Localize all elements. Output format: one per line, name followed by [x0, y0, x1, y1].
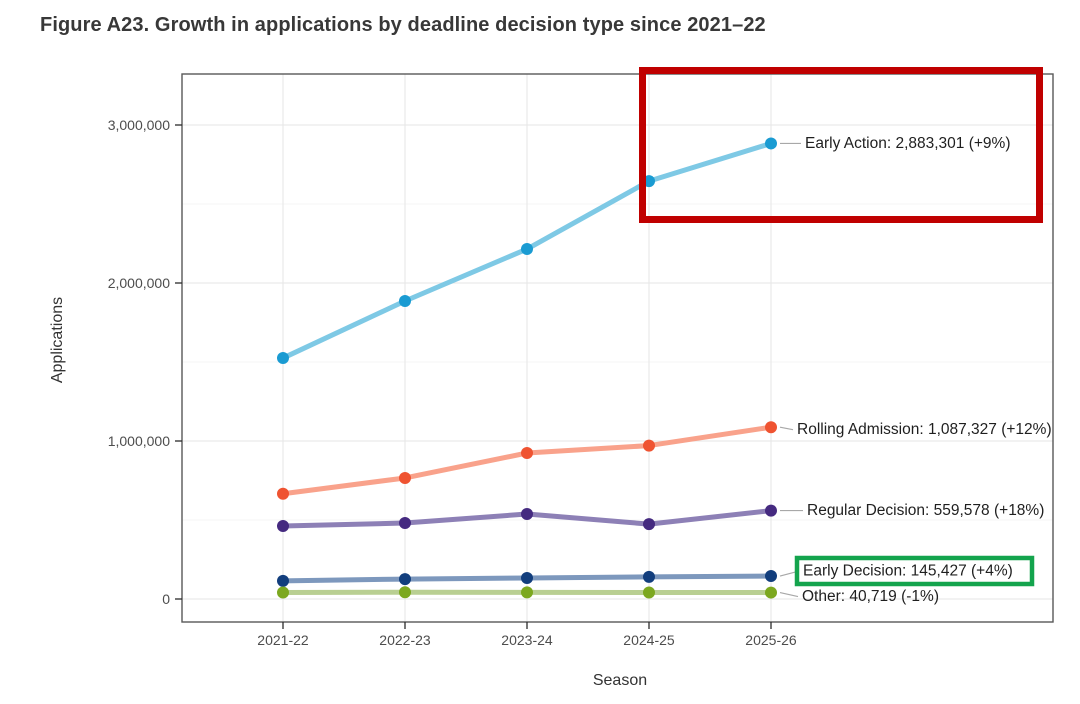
x-axis-title: Season	[593, 672, 647, 689]
series-marker-rolling-admission	[277, 487, 289, 500]
x-tick-label: 2023-24	[501, 632, 553, 648]
green-highlight-box	[794, 555, 1035, 587]
series-marker-early-decision	[643, 570, 655, 583]
y-axis-title: Applications	[49, 297, 66, 383]
label-leader-line	[779, 426, 794, 431]
chart-plot-area: 0 1,000,000 2,000,000 3,000,000 2021-22 2022-…	[108, 73, 1054, 648]
series-marker-early-decision	[765, 570, 777, 583]
x-tick-label: 2024-25	[623, 632, 675, 648]
series-marker-rolling-admission	[521, 447, 533, 460]
series-marker-other	[643, 586, 655, 599]
red-highlight-box	[639, 67, 1043, 223]
series-end-label-early-decision: Early Decision: 145,427 (+4%)	[803, 563, 1013, 580]
series-marker-early-action	[277, 352, 289, 365]
series-marker-early-action	[521, 243, 533, 256]
series-end-label-regular-decision: Regular Decision: 559,578 (+18%)	[807, 502, 1044, 519]
x-tick-label: 2025-26	[745, 632, 797, 648]
series-marker-other	[399, 586, 411, 599]
series-marker-regular-decision	[277, 520, 289, 533]
series-marker-early-decision	[399, 573, 411, 586]
series-end-label-other: Other: 40,719 (-1%)	[802, 588, 939, 605]
x-tick-label: 2022-23	[379, 632, 431, 648]
label-leader-line	[779, 591, 799, 598]
series-marker-regular-decision	[643, 518, 655, 531]
y-tick-label: 3,000,000	[108, 117, 170, 133]
series-marker-rolling-admission	[765, 421, 777, 434]
series-marker-early-action	[765, 137, 777, 150]
series-marker-regular-decision	[399, 517, 411, 530]
x-tick-label: 2021-22	[257, 632, 309, 648]
series-marker-rolling-admission	[399, 471, 411, 484]
series-marker-regular-decision	[765, 504, 777, 517]
series-end-label-early-action: Early Action: 2,883,301 (+9%)	[805, 135, 1011, 152]
series-marker-early-decision	[521, 571, 533, 584]
y-tick-label: 0	[162, 591, 170, 607]
series-marker-other	[521, 586, 533, 599]
panel-border	[181, 73, 1054, 623]
series-marker-other	[765, 586, 777, 599]
series-marker-early-action	[399, 295, 411, 308]
series-marker-regular-decision	[521, 507, 533, 520]
figure-title: Figure A23. Growth in applications by de…	[40, 14, 766, 36]
series-marker-early-decision	[277, 574, 289, 587]
series-marker-other	[277, 586, 289, 599]
y-tick-label: 2,000,000	[108, 275, 170, 291]
series-marker-rolling-admission	[643, 439, 655, 452]
y-tick-label: 1,000,000	[108, 433, 170, 449]
series-end-label-rolling-admission: Rolling Admission: 1,087,327 (+12%)	[797, 421, 1052, 438]
